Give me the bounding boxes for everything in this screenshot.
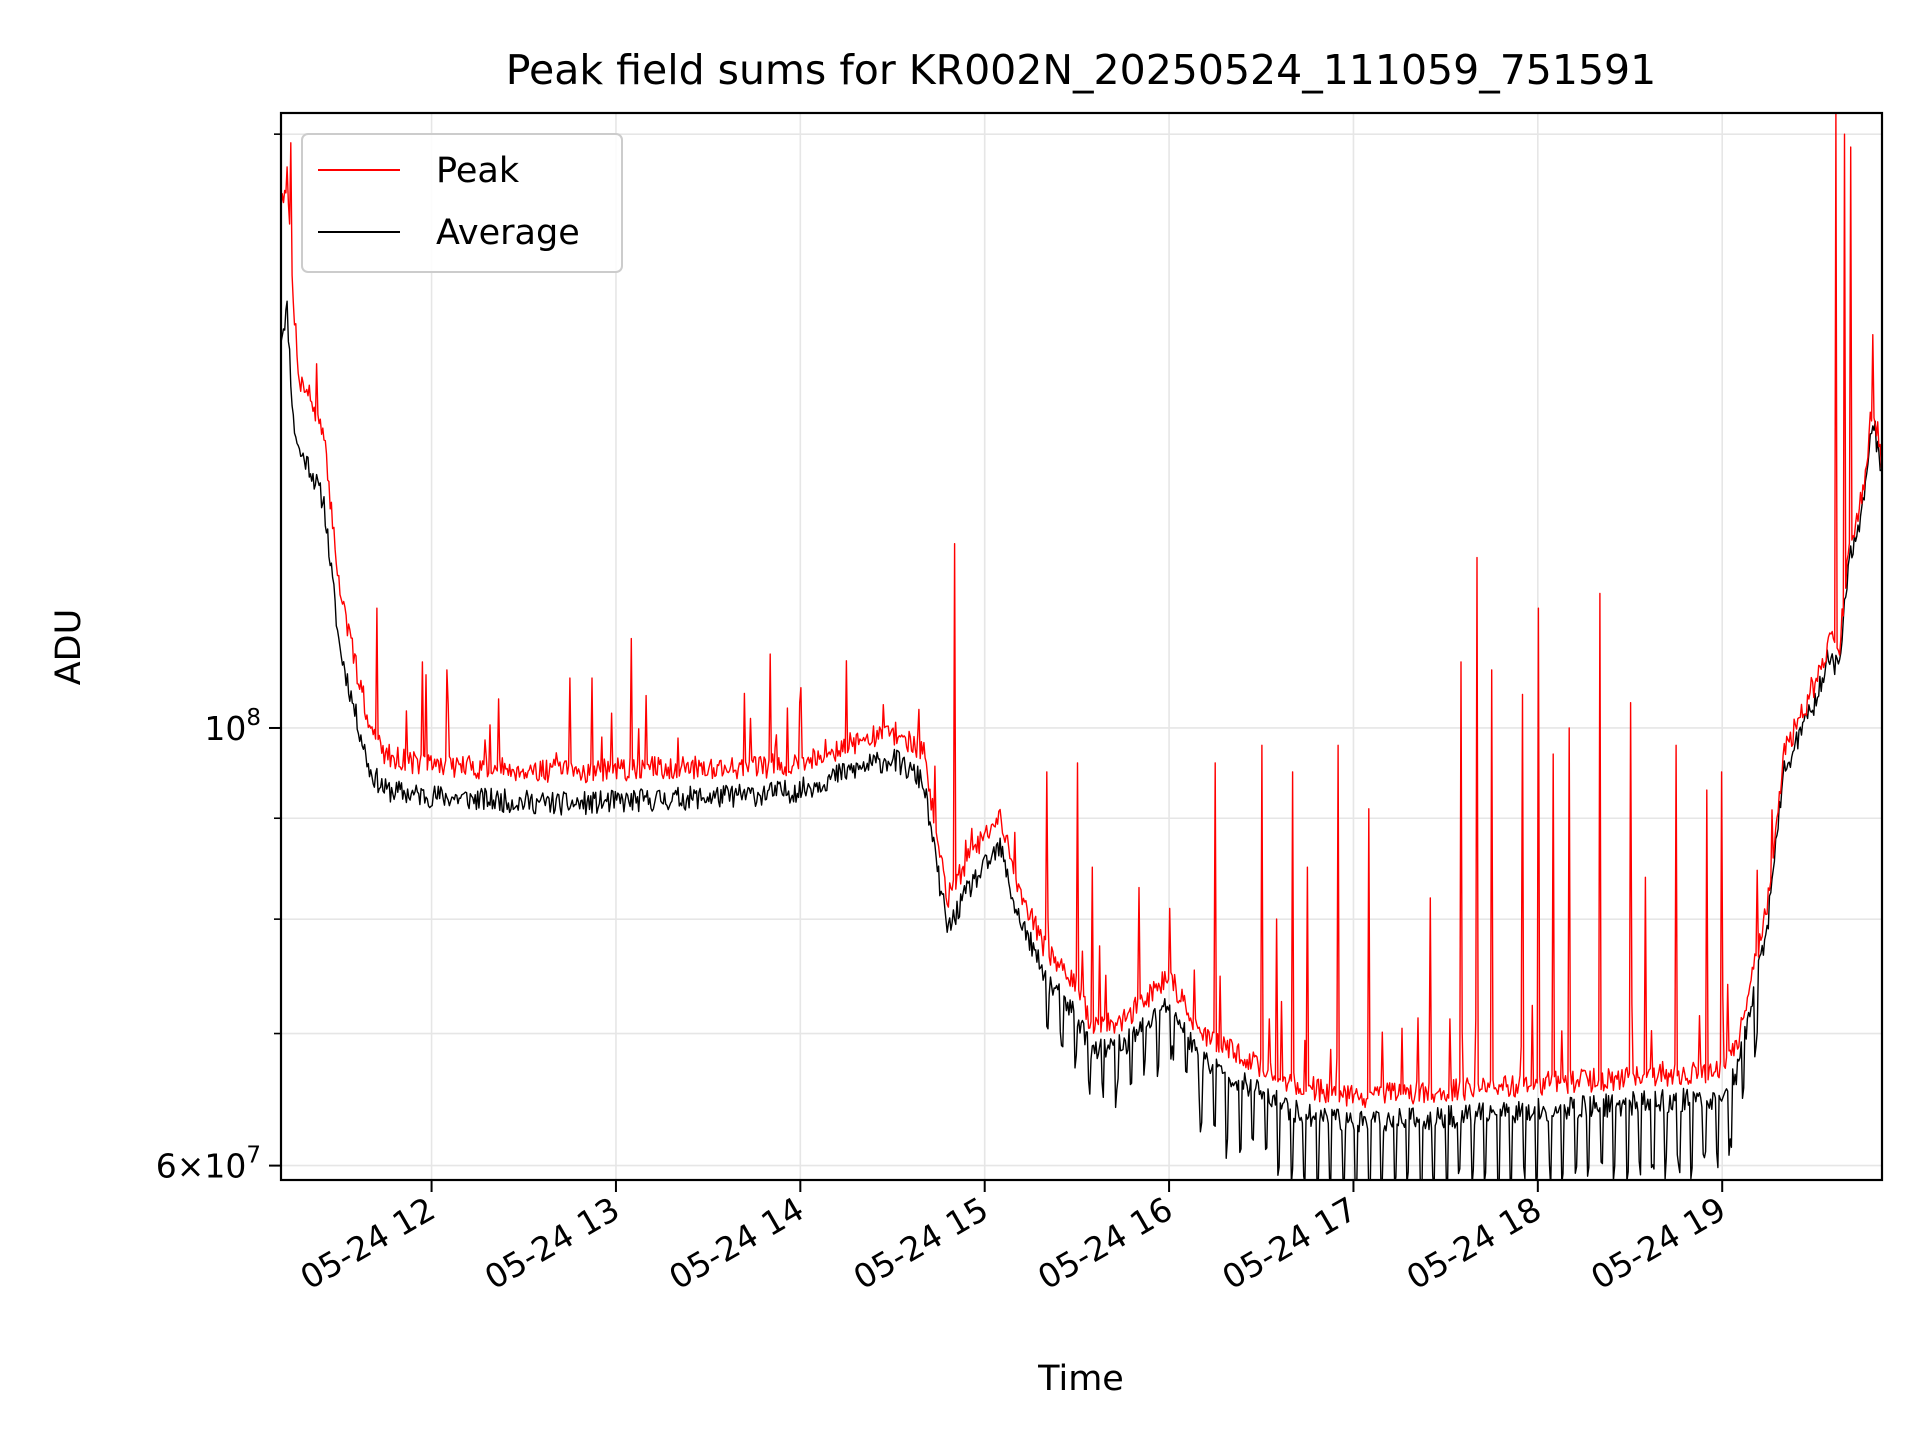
series-line-average bbox=[281, 300, 1882, 1180]
legend-label-average: Average bbox=[436, 213, 580, 253]
y-tick-label: 6×107 bbox=[156, 1143, 261, 1186]
series-line-peak bbox=[281, 113, 1882, 1109]
x-axis-title: Time bbox=[1037, 1359, 1124, 1399]
y-tick-exponent: 8 bbox=[246, 705, 261, 731]
y-tick-label: 108 bbox=[204, 705, 261, 748]
y-tick-exponent: 7 bbox=[246, 1143, 261, 1169]
y-tick-base: 10 bbox=[204, 1147, 246, 1186]
plot-frame bbox=[279, 111, 1884, 1182]
y-tick-times: × bbox=[177, 1147, 205, 1186]
y-tick-base: 10 bbox=[204, 709, 246, 748]
y-tick-mantissa: 6 bbox=[156, 1147, 177, 1186]
legend-label-peak: Peak bbox=[436, 151, 520, 191]
y-axis-title: ADU bbox=[49, 609, 89, 686]
chart-title: Peak field sums for KR002N_20250524_1110… bbox=[506, 46, 1656, 94]
series-layer bbox=[281, 113, 1882, 1180]
legend: Peak Average bbox=[301, 133, 623, 273]
legend-box bbox=[301, 133, 623, 273]
